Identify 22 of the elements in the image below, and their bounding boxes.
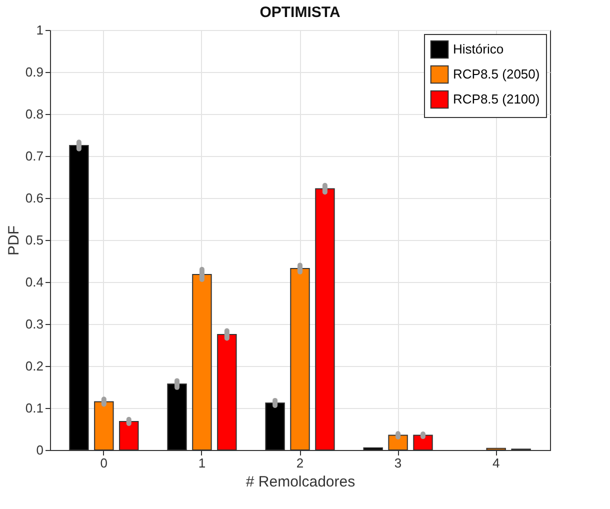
- y-tick-label: 0.6: [25, 190, 44, 206]
- y-tick-label: 0.7: [25, 148, 44, 164]
- x-tick-label: 0: [100, 456, 108, 470]
- x-tick-label: 1: [198, 456, 206, 470]
- legend-label: Histórico: [453, 42, 504, 56]
- y-tick-label: 0.3: [25, 316, 44, 332]
- y-tick-label: 0.9: [25, 64, 44, 80]
- x-tick-label: 4: [492, 456, 500, 470]
- y-tick-label: 0.1: [25, 400, 44, 416]
- x-tick-label: 2: [296, 456, 304, 470]
- y-tick-label: 0.4: [25, 274, 44, 290]
- y-axis-title: PDF: [5, 226, 22, 256]
- y-tick-label: 0: [36, 442, 44, 458]
- legend-label: RCP8.5 (2050): [453, 66, 540, 82]
- y-tick-label: 0.2: [25, 358, 44, 374]
- chart-title: OPTIMISTA: [260, 4, 340, 21]
- y-tick-label: 1: [36, 22, 44, 38]
- legend-label: RCP8.5 (2100): [453, 92, 540, 106]
- x-tick-label: 3: [394, 456, 402, 470]
- y-tick-label: 0.8: [25, 106, 44, 122]
- x-axis-title: # Remolcadores: [246, 474, 356, 490]
- y-tick-label: 0.5: [25, 232, 44, 248]
